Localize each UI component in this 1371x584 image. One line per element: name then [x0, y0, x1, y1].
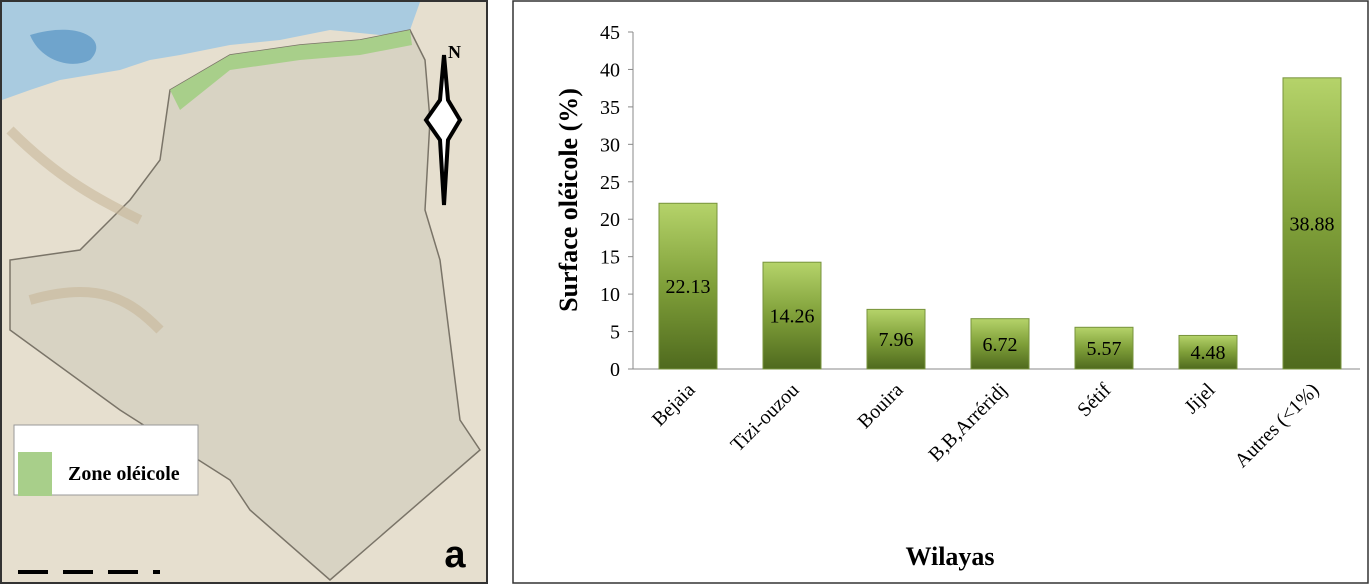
y-tick-label: 40 — [600, 59, 620, 81]
value-label: 14.26 — [770, 306, 815, 328]
y-tick-label: 10 — [600, 284, 620, 306]
y-tick-label: 45 — [600, 22, 620, 44]
value-label: 7.96 — [879, 329, 914, 351]
legend-swatch — [18, 452, 52, 496]
x-axis-title: Wilayas — [905, 542, 994, 571]
y-tick-label: 30 — [600, 134, 620, 156]
value-label: 6.72 — [983, 334, 1018, 356]
value-label: 4.48 — [1191, 342, 1226, 364]
panel-label: a — [444, 534, 466, 576]
y-tick-label: 25 — [600, 172, 620, 194]
map-panel: N Zone oléicole a — [1, 1, 487, 583]
y-tick-label: 20 — [600, 209, 620, 231]
y-tick-label: 5 — [610, 322, 620, 344]
y-tick-label: 0 — [610, 359, 620, 381]
chart-frame — [513, 1, 1368, 583]
value-label: 38.88 — [1290, 213, 1335, 235]
value-label: 22.13 — [666, 276, 711, 298]
north-label: N — [448, 42, 461, 62]
y-tick-label: 15 — [600, 247, 620, 269]
y-axis-title: Surface oléicole (%) — [554, 88, 583, 312]
y-tick-label: 35 — [600, 97, 620, 119]
value-label: 5.57 — [1087, 338, 1122, 360]
chart-panel: Wilayas Surface oléicole (%) 0 5 10 15 20 25 3… — [513, 1, 1368, 583]
page: N Zone oléicole a Wilayas Surface oléico… — [0, 0, 1371, 584]
legend-label: Zone oléicole — [68, 463, 180, 485]
figure: N Zone oléicole a Wilayas Surface oléico… — [0, 0, 1371, 584]
